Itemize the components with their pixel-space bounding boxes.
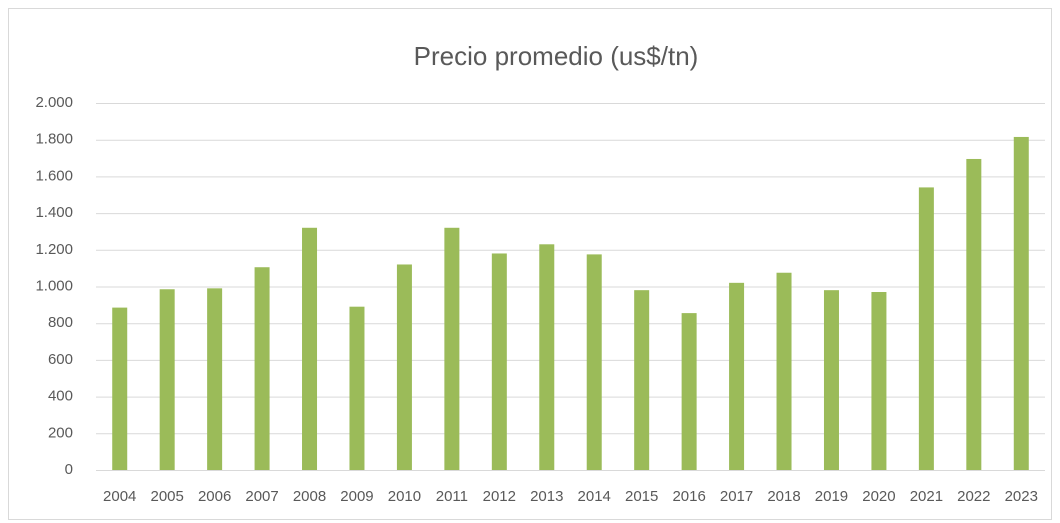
bar <box>491 253 507 470</box>
x-tick-label: 2013 <box>530 488 563 505</box>
bar <box>634 290 650 470</box>
x-tick-label: 2014 <box>578 488 611 505</box>
x-tick-label: 2016 <box>672 488 705 505</box>
bar <box>112 307 128 470</box>
y-tick-label: 800 <box>48 314 73 331</box>
y-tick-label: 200 <box>48 424 73 441</box>
bar <box>1013 136 1029 470</box>
chart-title: Precio promedio (us$/tn) <box>414 41 699 71</box>
x-tick-label: 2020 <box>862 488 895 505</box>
x-tick-label: 2009 <box>340 488 373 505</box>
bar <box>966 158 982 470</box>
x-tick-label: 2018 <box>767 488 800 505</box>
x-tick-label: 2022 <box>957 488 990 505</box>
x-tick-label: 2011 <box>436 488 468 505</box>
y-tick-label: 1.400 <box>35 204 73 221</box>
x-tick-label: 2017 <box>720 488 753 505</box>
x-tick-label: 2015 <box>625 488 658 505</box>
x-tick-label: 2010 <box>388 488 421 505</box>
y-tick-label: 0 <box>65 461 73 478</box>
y-tick-label: 600 <box>48 351 73 368</box>
bar <box>207 288 223 470</box>
x-tick-label: 2006 <box>198 488 231 505</box>
bar <box>159 289 175 470</box>
x-tick-label: 2023 <box>1005 488 1038 505</box>
y-tick-label: 1.800 <box>35 131 73 148</box>
bar <box>823 290 839 470</box>
bar <box>681 313 697 470</box>
bar <box>918 187 934 470</box>
y-tick-label: 1.000 <box>35 277 73 294</box>
x-tick-label: 2012 <box>483 488 516 505</box>
bar <box>302 227 318 470</box>
bar <box>776 272 792 470</box>
x-tick-label: 2005 <box>150 488 183 505</box>
x-tick-label: 2007 <box>245 488 278 505</box>
bar <box>586 254 602 470</box>
bar <box>349 306 365 470</box>
y-tick-label: 1.200 <box>35 241 73 258</box>
y-tick-label: 1.600 <box>35 167 73 184</box>
y-tick-label: 2.000 <box>35 94 73 111</box>
x-tick-label: 2019 <box>815 488 848 505</box>
y-tick-label: 400 <box>48 388 73 405</box>
bar <box>729 282 745 470</box>
bar <box>396 264 412 470</box>
bar <box>254 267 270 470</box>
bar <box>539 244 555 470</box>
x-tick-label: 2004 <box>103 488 136 505</box>
bar <box>444 227 460 470</box>
bar <box>871 292 887 470</box>
x-tick-label: 2021 <box>910 488 943 505</box>
x-tick-label: 2008 <box>293 488 326 505</box>
